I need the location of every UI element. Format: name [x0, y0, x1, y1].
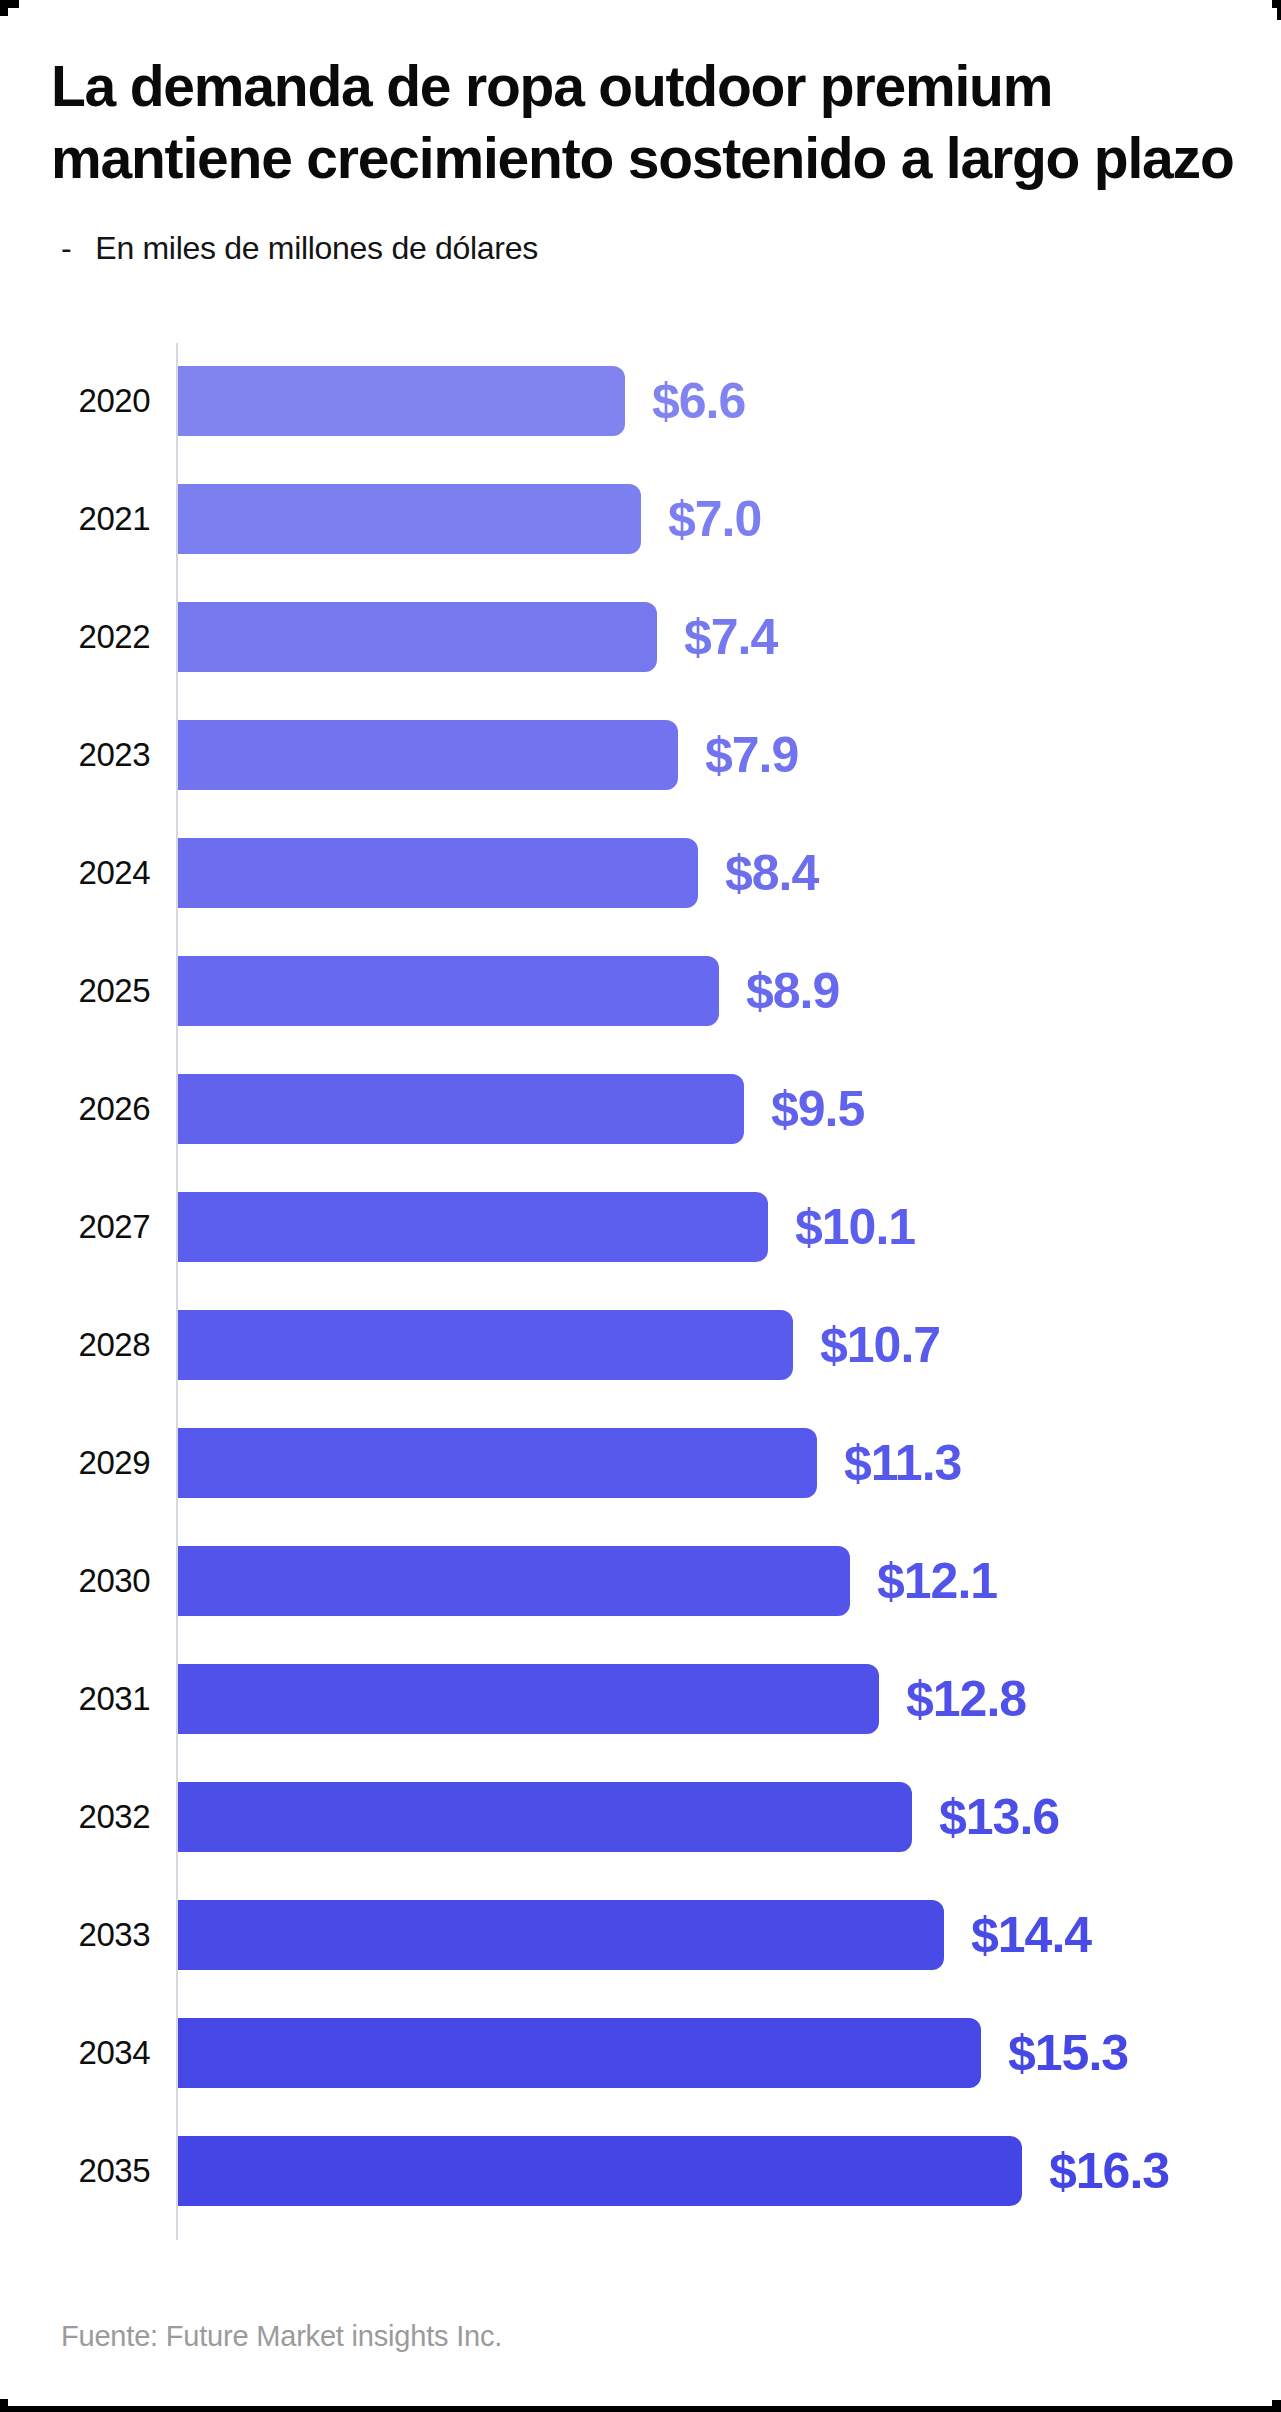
value-label-2020: $6.6	[652, 366, 745, 436]
bar-2033	[178, 1900, 944, 1970]
year-tick-label-2033: 2033	[0, 1900, 150, 1970]
bar-2021	[178, 484, 641, 554]
year-tick-label-2026: 2026	[0, 1074, 150, 1144]
year-tick-label-2023: 2023	[0, 720, 150, 790]
chart-row-2026: 2026 $9.5	[0, 1074, 1281, 1192]
year-tick-label-2030: 2030	[0, 1546, 150, 1616]
chart-row-2023: 2023 $7.9	[0, 720, 1281, 838]
crop-mark-bottom-left	[0, 2399, 8, 2412]
source-attribution: Fuente: Future Market insights Inc.	[61, 2320, 502, 2353]
value-label-2025: $8.9	[746, 956, 839, 1026]
year-tick-label-2028: 2028	[0, 1310, 150, 1380]
bar-2023	[178, 720, 678, 790]
chart-row-2024: 2024 $8.4	[0, 838, 1281, 956]
bar-2028	[178, 1310, 793, 1380]
value-label-2031: $12.8	[906, 1664, 1026, 1734]
value-label-2021: $7.0	[668, 484, 761, 554]
value-label-2026: $9.5	[771, 1074, 864, 1144]
chart-row-2035: 2035 $16.3	[0, 2136, 1281, 2254]
year-tick-label-2020: 2020	[0, 366, 150, 436]
year-tick-label-2029: 2029	[0, 1428, 150, 1498]
bar-2022	[178, 602, 657, 672]
chart-row-2027: 2027 $10.1	[0, 1192, 1281, 1310]
chart-row-2029: 2029 $11.3	[0, 1428, 1281, 1546]
year-tick-label-2032: 2032	[0, 1782, 150, 1852]
year-tick-label-2025: 2025	[0, 956, 150, 1026]
value-label-2028: $10.7	[820, 1310, 940, 1380]
value-label-2032: $13.6	[939, 1782, 1059, 1852]
chart-row-2028: 2028 $10.7	[0, 1310, 1281, 1428]
chart-row-2031: 2031 $12.8	[0, 1664, 1281, 1782]
year-tick-label-2027: 2027	[0, 1192, 150, 1262]
bar-chart: 2020 $6.6 2021 $7.0 2022 $7.4 2023 $7.9 2024 $8.4…	[0, 0, 1281, 2412]
chart-row-2025: 2025 $8.9	[0, 956, 1281, 1074]
value-label-2033: $14.4	[971, 1900, 1091, 1970]
year-tick-label-2022: 2022	[0, 602, 150, 672]
year-tick-label-2034: 2034	[0, 2018, 150, 2088]
infographic-page: La demanda de ropa outdoor premiummantie…	[0, 0, 1281, 2412]
chart-row-2033: 2033 $14.4	[0, 1900, 1281, 2018]
bar-2024	[178, 838, 698, 908]
year-tick-label-2031: 2031	[0, 1664, 150, 1734]
chart-row-2034: 2034 $15.3	[0, 2018, 1281, 2136]
value-label-2029: $11.3	[844, 1428, 961, 1498]
year-tick-label-2021: 2021	[0, 484, 150, 554]
bottom-edge-bar	[0, 2406, 1281, 2412]
bar-2031	[178, 1664, 879, 1734]
value-label-2022: $7.4	[684, 602, 777, 672]
value-label-2030: $12.1	[877, 1546, 997, 1616]
bar-2034	[178, 2018, 981, 2088]
value-label-2023: $7.9	[705, 720, 798, 790]
bar-2035	[178, 2136, 1022, 2206]
bar-2029	[178, 1428, 817, 1498]
chart-row-2020: 2020 $6.6	[0, 366, 1281, 484]
bar-2025	[178, 956, 719, 1026]
year-tick-label-2024: 2024	[0, 838, 150, 908]
crop-mark-bottom-right	[1272, 2400, 1281, 2412]
bar-2027	[178, 1192, 768, 1262]
year-tick-label-2035: 2035	[0, 2136, 150, 2206]
bar-2032	[178, 1782, 912, 1852]
bar-2020	[178, 366, 625, 436]
chart-row-2022: 2022 $7.4	[0, 602, 1281, 720]
chart-row-2030: 2030 $12.1	[0, 1546, 1281, 1664]
value-label-2027: $10.1	[795, 1192, 915, 1262]
chart-row-2021: 2021 $7.0	[0, 484, 1281, 602]
bar-2026	[178, 1074, 744, 1144]
value-label-2034: $15.3	[1008, 2018, 1128, 2088]
value-label-2035: $16.3	[1049, 2136, 1169, 2206]
bar-2030	[178, 1546, 850, 1616]
chart-row-2032: 2032 $13.6	[0, 1782, 1281, 1900]
value-label-2024: $8.4	[725, 838, 818, 908]
